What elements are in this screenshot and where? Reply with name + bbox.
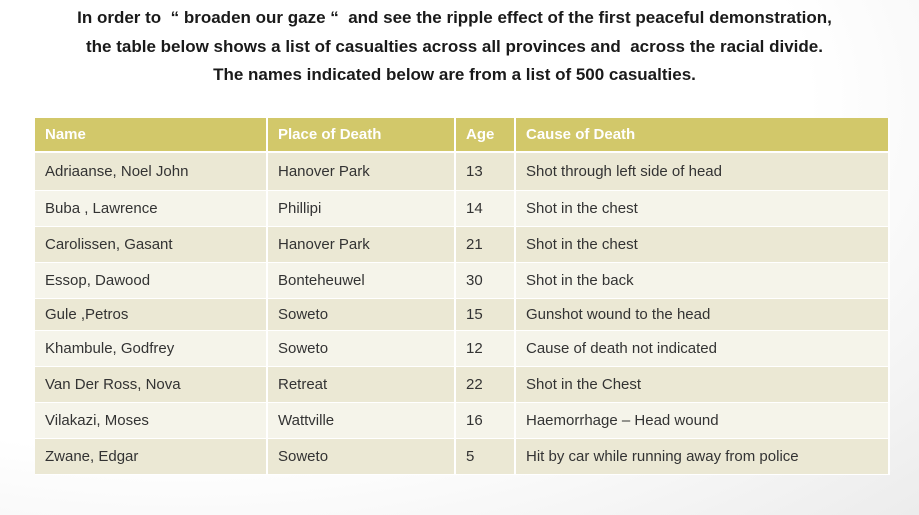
column-header: Age — [455, 118, 516, 153]
table-cell: Essop, Dawood — [35, 262, 268, 299]
header-row: Name Place of Death Age Cause of Death — [35, 118, 890, 153]
header-line: In order to “ broaden our gaze “ and see… — [77, 8, 832, 27]
table-row: Khambule, Godfrey Soweto 12 Cause of death … — [35, 330, 890, 367]
table-cell: Gunshot wound to the head — [515, 298, 890, 331]
table-cell: Khambule, Godfrey — [35, 330, 268, 367]
table-cell: Retreat — [267, 366, 456, 403]
table-cell: Hit by car while running away from polic… — [515, 438, 890, 475]
header-line: The names indicated below are from a lis… — [213, 65, 696, 84]
table-cell: Buba , Lawrence — [35, 190, 268, 227]
table-cell: Vilakazi, Moses — [35, 402, 268, 439]
table-cell: Wattville — [267, 402, 456, 439]
table-cell: 13 — [455, 152, 516, 191]
table-cell: Zwane, Edgar — [35, 438, 268, 475]
table-cell: Phillipi — [267, 190, 456, 227]
casualty-table: Name Place of Death Age Cause of Death Adri… — [35, 118, 890, 475]
table-cell: Gule ,Petros — [35, 298, 268, 331]
table-cell: 30 — [455, 262, 516, 299]
table-cell: 21 — [455, 226, 516, 263]
table-cell: Shot through left side of head — [515, 152, 890, 191]
table-cell: Soweto — [267, 298, 456, 331]
table-row: Van Der Ross, Nova Retreat 22 Shot in the C… — [35, 366, 890, 403]
table-cell: Shot in the back — [515, 262, 890, 299]
table-row: Vilakazi, Moses Wattville 16 Haemorrhage – … — [35, 402, 890, 439]
header-line: the table below shows a list of casualti… — [86, 36, 823, 56]
table-cell: 12 — [455, 330, 516, 367]
table-row: Gule ,Petros Soweto 15 Gunshot wound to the… — [35, 298, 890, 331]
table-cell: Haemorrhage – Head wound — [515, 402, 890, 439]
table-row: Adriaanse, Noel John Hanover Park 13 Shot t… — [35, 152, 890, 191]
table-row: Essop, Dawood Bonteheuwel 30 Shot in the ba… — [35, 262, 890, 299]
header: In order to “ broaden our gaze “ and see… — [0, 4, 909, 90]
column-header: Place of Death — [267, 118, 456, 153]
table-cell: 5 — [455, 438, 516, 475]
table-cell: 15 — [455, 298, 516, 331]
table-cell: Shot in the chest — [515, 190, 890, 227]
table-row: Buba , Lawrence Phillipi 14 Shot in the che… — [35, 190, 890, 227]
column-header: Cause of Death — [515, 118, 890, 153]
table-cell: 16 — [455, 402, 516, 439]
table-cell: Van Der Ross, Nova — [35, 366, 268, 403]
table-cell: 14 — [455, 190, 516, 227]
table-cell: Shot in the Chest — [515, 366, 890, 403]
table-cell: Soweto — [267, 330, 456, 367]
table-cell: 22 — [455, 366, 516, 403]
table-cell: Hanover Park — [267, 152, 456, 191]
table-cell: Bonteheuwel — [267, 262, 456, 299]
table-cell: Cause of death not indicated — [515, 330, 890, 367]
table-cell: Hanover Park — [267, 226, 456, 263]
table-cell: Shot in the chest — [515, 226, 890, 263]
table-row: Carolissen, Gasant Hanover Park 21 Shot in … — [35, 226, 890, 263]
column-header: Name — [35, 118, 268, 153]
table-row: Zwane, Edgar Soweto 5 Hit by car while runn… — [35, 438, 890, 475]
table-cell: Soweto — [267, 438, 456, 475]
table-cell: Carolissen, Gasant — [35, 226, 268, 263]
table-cell: Adriaanse, Noel John — [35, 152, 268, 191]
